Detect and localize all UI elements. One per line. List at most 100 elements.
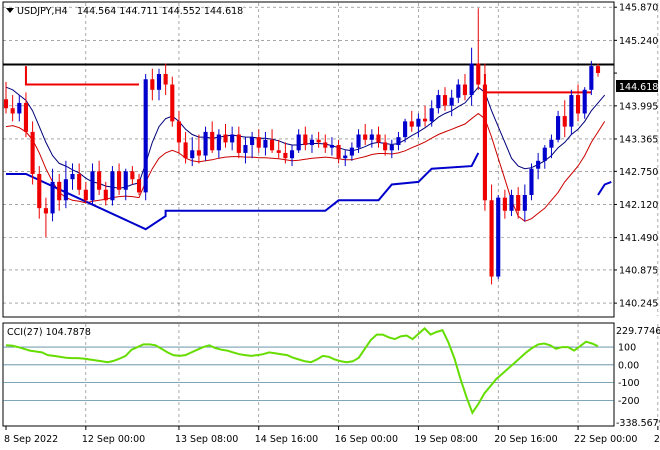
x-tick-label: 22 Sep 00:00 [574, 434, 637, 445]
candle-body [482, 84, 487, 201]
candle-body [97, 171, 102, 190]
candle-body [123, 171, 128, 190]
candle-body [136, 179, 142, 193]
candle-body [416, 118, 421, 127]
candle-body [143, 79, 148, 193]
cci-level-label: -100 [618, 378, 640, 389]
candle-body [296, 134, 301, 151]
candle-body [589, 66, 594, 90]
chart-ohlc: 144.564 144.711 144.552 144.618 [77, 6, 243, 17]
trail-stop-blue-line [6, 152, 480, 231]
trail-stop-red-line [24, 66, 140, 86]
y-tick-label: 140.875 [619, 265, 658, 276]
y-tick-label: 143.995 [619, 101, 658, 112]
candle-body [569, 95, 574, 127]
candle-body [349, 147, 354, 156]
candle-body [276, 150, 281, 153]
current-price-tag-bg [616, 80, 658, 92]
candle-body [250, 137, 255, 146]
candle-body [223, 134, 228, 143]
candle-body [50, 181, 55, 214]
candle-body [489, 200, 494, 277]
cci-label: CCI(27) 104.7878 [7, 327, 91, 338]
x-tick-label: 12 Sep 00:00 [82, 434, 145, 445]
candle-body [289, 150, 295, 159]
collapse-triangle-icon[interactable] [6, 8, 14, 13]
y-tick-label: 142.120 [619, 200, 658, 211]
cci-series [5, 327, 599, 415]
candle-body [369, 134, 374, 140]
candle-body [536, 160, 541, 169]
candle-body [236, 134, 241, 153]
x-tick-label: 13 Sep 08:00 [175, 434, 238, 445]
cci-panel-frame [2, 322, 615, 427]
cci-min-label: -338.5679 [616, 418, 660, 429]
candle-body [575, 95, 581, 114]
candle-body [17, 102, 22, 114]
candle-body [309, 139, 315, 146]
candle-body [462, 84, 468, 96]
candle-body [70, 173, 75, 180]
y-tick-label: 145.870 [619, 3, 658, 14]
candle-body [562, 116, 567, 127]
candle-body [43, 208, 48, 214]
y-tick-label: 141.490 [619, 233, 658, 244]
candle-body [549, 139, 554, 148]
candle-body [363, 134, 368, 140]
candle-body [176, 121, 182, 143]
candle-body [30, 131, 35, 174]
candle-body [403, 121, 408, 138]
candle-body [156, 74, 162, 90]
cci-line [5, 327, 599, 415]
x-tick-label: 23 Sep 08:00 [654, 434, 660, 445]
axis-labels: 145.870 145.240 143.995 143.365 142.750 142.1… [4, 3, 660, 445]
candle-body [83, 189, 88, 201]
candle-body [329, 145, 334, 148]
cci-max-label: 229.7746 [616, 326, 660, 337]
trail-stop-blue-line [597, 180, 612, 196]
candle-body [23, 102, 29, 132]
candle-body [230, 134, 235, 143]
candle-body [476, 63, 481, 85]
candle-body [150, 79, 155, 90]
candle-body [263, 139, 268, 148]
candle-body [396, 137, 401, 146]
candle-body [216, 134, 221, 151]
candle-body [343, 155, 348, 159]
candle-body [582, 89, 587, 114]
candle-body [90, 171, 95, 201]
candle-body [243, 145, 248, 153]
candle-body [449, 97, 454, 106]
candle-body [356, 134, 361, 148]
candle-body [270, 139, 275, 151]
candle-body [77, 173, 82, 190]
cci-level-label: 100 [618, 343, 636, 354]
candle-body [436, 95, 441, 109]
candle-body [442, 95, 448, 106]
candle-body [163, 74, 168, 85]
cci-level-label: -200 [618, 396, 640, 407]
candle-body [542, 147, 547, 161]
candle-body [336, 145, 341, 159]
candle-body [516, 195, 521, 211]
candle-body [529, 168, 534, 196]
candle-body [522, 195, 527, 211]
x-tick-label: 16 Sep 00:00 [335, 434, 398, 445]
y-tick-label: 140.245 [619, 299, 658, 310]
candle-body [190, 150, 195, 159]
candle-body [130, 171, 135, 180]
candle-body [170, 84, 175, 122]
candles [3, 8, 601, 285]
x-tick-label: 14 Sep 16:00 [255, 434, 318, 445]
candle-body [469, 63, 474, 96]
candle-body [3, 99, 9, 109]
candle-body [117, 171, 122, 190]
x-tick-label: 19 Sep 08:00 [414, 434, 477, 445]
y-tick-label: 142.750 [619, 167, 658, 178]
candle-body [383, 142, 388, 151]
chart-symbol: USDJPY,H4 [17, 6, 68, 17]
candle-body [509, 195, 514, 211]
candle-body [10, 108, 15, 114]
candle-body [389, 145, 394, 151]
